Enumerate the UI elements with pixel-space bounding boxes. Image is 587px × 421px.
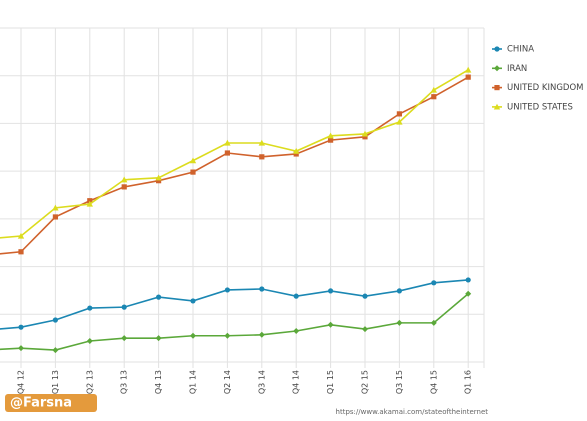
x-tick-label: Q2 15: [361, 370, 370, 394]
marker: [156, 294, 162, 300]
marker: [224, 139, 231, 146]
legend: CHINA IRAN UNITED KINGDOM UNITED STATES: [492, 45, 584, 112]
marker: [494, 65, 500, 72]
legend-label: UNITED STATES: [507, 102, 573, 112]
marker: [293, 151, 299, 157]
marker: [465, 277, 471, 283]
marker: [396, 319, 403, 326]
marker: [121, 176, 128, 183]
marker: [52, 347, 59, 354]
marker: [17, 232, 25, 239]
marker: [465, 66, 472, 73]
marker: [155, 335, 162, 342]
marker: [155, 174, 162, 181]
marker: [86, 200, 93, 207]
x-tick-label: Q4 14: [292, 370, 301, 394]
plot: [0, 66, 472, 354]
marker: [396, 118, 403, 125]
marker: [465, 290, 472, 297]
x-tick-label: Q1 14: [189, 370, 198, 394]
marker: [362, 326, 368, 333]
marker: [293, 293, 299, 299]
marker: [327, 132, 334, 139]
x-tick-label: Q1 13: [51, 370, 60, 394]
marker: [361, 130, 369, 137]
marker: [493, 103, 501, 110]
marker: [189, 157, 197, 164]
marker: [224, 332, 231, 339]
marker: [156, 178, 162, 184]
marker: [52, 317, 59, 323]
marker: [327, 321, 334, 328]
marker: [465, 74, 471, 80]
marker: [396, 288, 402, 294]
marker: [190, 169, 196, 175]
legend-label: CHINA: [507, 45, 534, 55]
marker: [224, 287, 230, 293]
marker: [494, 46, 500, 52]
marker: [258, 331, 265, 338]
x-tick-label: Q3 15: [395, 370, 404, 394]
marker: [293, 147, 300, 154]
marker: [86, 338, 93, 345]
marker: [396, 111, 402, 117]
marker: [121, 184, 127, 190]
marker: [121, 335, 128, 342]
x-tick-label: Q2 13: [85, 370, 94, 394]
x-tick-label: Q4 12: [17, 370, 26, 394]
marker: [258, 139, 265, 146]
marker: [328, 288, 334, 294]
x-tick-label: Q1 15: [326, 370, 335, 394]
marker: [259, 154, 265, 160]
marker: [190, 332, 196, 339]
marker: [121, 304, 127, 310]
marker: [431, 94, 437, 100]
legend-label: UNITED KINGDOM: [507, 83, 584, 93]
marker: [87, 198, 93, 204]
marker: [18, 324, 24, 330]
marker: [18, 345, 24, 352]
x-tick-label: Q2 14: [223, 370, 232, 394]
marker: [52, 204, 59, 211]
marker: [259, 286, 265, 292]
marker: [431, 280, 437, 286]
marker: [430, 86, 437, 93]
x-tick-label: Q1 16: [464, 370, 473, 394]
marker: [190, 298, 196, 304]
x-tick-label: Q3 13: [120, 370, 129, 394]
watermark-badge: [5, 394, 97, 412]
marker: [224, 150, 230, 156]
marker: [18, 249, 24, 255]
marker: [362, 134, 368, 140]
marker: [430, 319, 437, 326]
marker: [52, 214, 58, 220]
x-tick-label: Q4 15: [429, 370, 438, 394]
watermark: @Farsna: [10, 396, 72, 411]
x-tick-label: Q3 14: [257, 370, 266, 394]
marker: [494, 85, 500, 91]
grid: Q4 12 Q1 13 Q2 13 Q3 13 Q4 13 Q1 14 Q2 14 Q3 14…: [0, 27, 485, 394]
x-tick-label: Q4 13: [154, 370, 163, 394]
legend-label: IRAN: [507, 64, 527, 74]
marker: [87, 305, 93, 311]
source: https://www.akamai.com/stateoftheinterne…: [336, 408, 489, 416]
marker: [328, 137, 334, 143]
marker: [293, 327, 300, 334]
series-line: [0, 76, 469, 255]
marker: [362, 293, 368, 299]
